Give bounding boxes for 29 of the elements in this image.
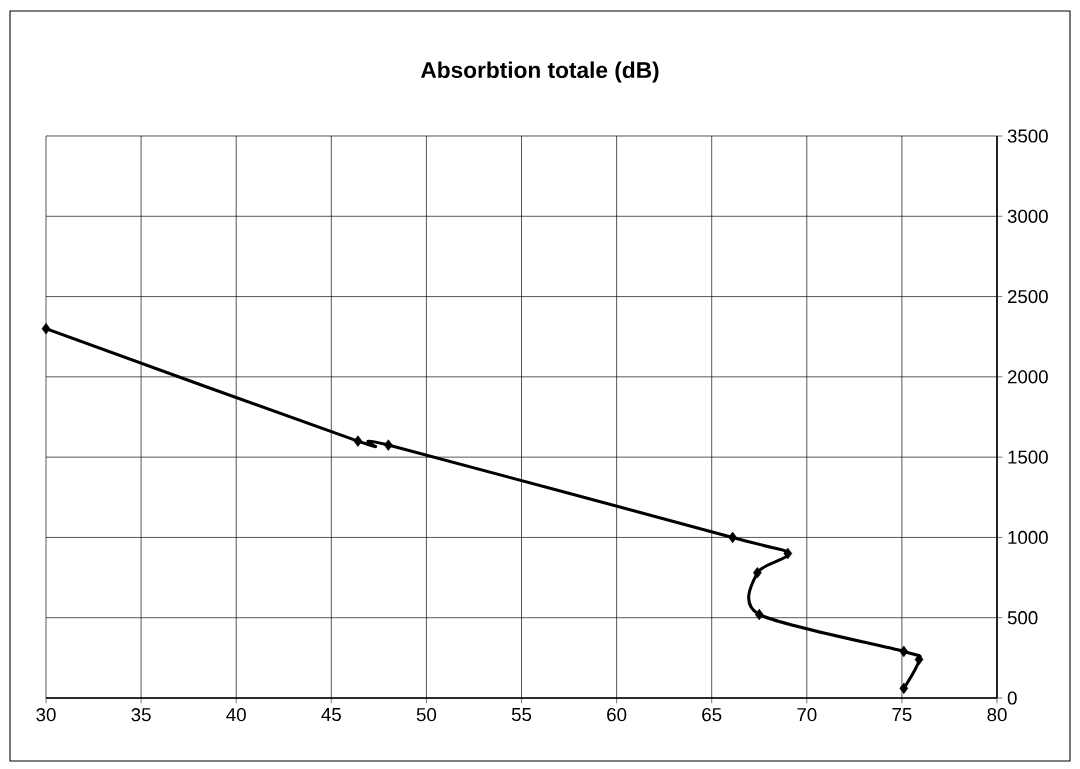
y-tick-label: 1500: [1008, 450, 1048, 464]
x-tick-label: 55: [511, 708, 532, 722]
point: [899, 682, 909, 695]
x-tick-label: 80: [987, 708, 1007, 722]
x-tick-label: 65: [702, 708, 722, 722]
x-tick-label: 40: [226, 708, 246, 722]
x-tick-label: 50: [416, 708, 437, 722]
point: [353, 435, 363, 447]
y-tick-label: 3000: [1007, 209, 1048, 223]
point: [384, 439, 393, 451]
point: [914, 653, 924, 666]
x-tick-label: 75: [892, 708, 912, 722]
y-tick-label: 0: [1007, 691, 1017, 705]
chart-title: Absorbtion totale (dB): [420, 61, 659, 83]
y-tick-label: 2500: [1008, 289, 1048, 304]
point: [754, 608, 764, 621]
x-tick-label: 30: [36, 708, 56, 722]
point: [753, 567, 762, 579]
point: [783, 547, 793, 560]
y-tick-label: 1000: [1008, 530, 1048, 545]
y-tick-label: 500: [1007, 611, 1038, 625]
point: [899, 645, 909, 658]
x-tick-label: 60: [607, 708, 627, 722]
y-tick-label: 3500: [1007, 129, 1048, 143]
x-tick-label: 35: [131, 708, 151, 722]
point: [41, 323, 51, 335]
y-tick-label: 2000: [1008, 370, 1048, 384]
x-tick-label: 70: [797, 708, 817, 722]
x-tick-label: 45: [321, 708, 341, 722]
